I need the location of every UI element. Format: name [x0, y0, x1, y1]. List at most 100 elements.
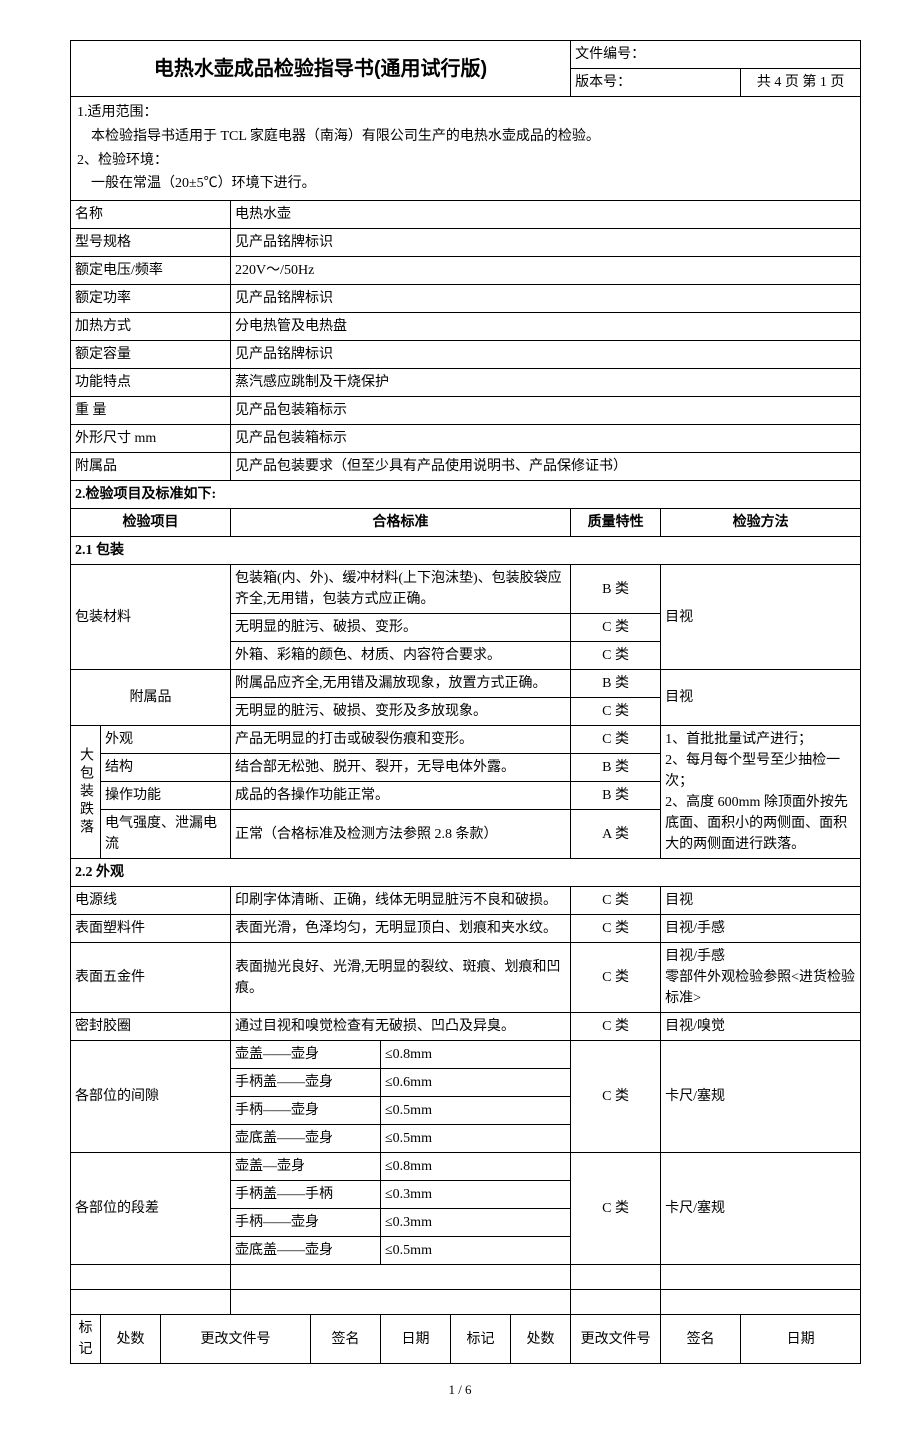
basic-label: 型号规格: [71, 229, 231, 257]
doc-title: 电热水壶成品检验指导书(通用试行版): [71, 41, 571, 97]
acc-label: 附属品: [71, 670, 231, 726]
d-dq: 电气强度、泄漏电流: [101, 810, 231, 859]
r1s: 印刷字体清晰、正确，线体无明显脏污不良和破损。: [231, 887, 571, 915]
env-body: 一般在常温（20±5℃）环境下进行。: [77, 172, 854, 196]
sec2-head: 2.检验项目及标准如下:: [71, 481, 861, 509]
basic-value: 电热水壶: [231, 201, 861, 229]
d-cz: 操作功能: [101, 782, 231, 810]
r2s: 表面光滑，色泽均匀，无明显顶白、划痕和夹水纹。: [231, 915, 571, 943]
basic-value: 见产品铭牌标识: [231, 341, 861, 369]
step-b: ≤0.8mm: [381, 1153, 571, 1181]
basic-label: 额定容量: [71, 341, 231, 369]
d-wg-s: 产品无明显的打击或破裂伤痕和变形。: [231, 726, 571, 754]
document-table: 电热水壶成品检验指导书(通用试行版) 文件编号： 版本号： 共 4 页 第 1 …: [70, 40, 861, 1364]
pm2q: C 类: [571, 614, 661, 642]
scope-head: 1.适用范围：: [77, 101, 854, 125]
basic-label: 重 量: [71, 397, 231, 425]
d-dq-q: A 类: [571, 810, 661, 859]
d-cz-q: B 类: [571, 782, 661, 810]
doc-no-label: 文件编号：: [571, 41, 861, 69]
basic-label: 外形尺寸 mm: [71, 425, 231, 453]
basic-label: 功能特点: [71, 369, 231, 397]
r1q: C 类: [571, 887, 661, 915]
gap-a: 壶底盖——壶身: [231, 1125, 381, 1153]
rev-c9: 签名: [661, 1315, 741, 1364]
rev-c3: 更改文件号: [161, 1315, 311, 1364]
col-item: 检验项目: [71, 509, 231, 537]
basic-value: 见产品包装箱标示: [231, 397, 861, 425]
pm-method: 目视: [661, 565, 861, 670]
s22-head: 2.2 外观: [71, 859, 861, 887]
col-quality: 质量特性: [571, 509, 661, 537]
rev-c8: 更改文件号: [571, 1315, 661, 1364]
r4q: C 类: [571, 1013, 661, 1041]
step-b: ≤0.5mm: [381, 1237, 571, 1265]
gap-b: ≤0.8mm: [381, 1041, 571, 1069]
basic-label: 加热方式: [71, 313, 231, 341]
r4s: 通过目视和嗅觉检查有无破损、凹凸及异臭。: [231, 1013, 571, 1041]
basic-value: 蒸汽感应跳制及干烧保护: [231, 369, 861, 397]
r1m: 目视: [661, 887, 861, 915]
basic-value: 见产品包装要求（但至少具有产品使用说明书、产品保修证书）: [231, 453, 861, 481]
d-wg: 外观: [101, 726, 231, 754]
gap-b: ≤0.6mm: [381, 1069, 571, 1097]
r2l: 表面塑料件: [71, 915, 231, 943]
step-a: 手柄——壶身: [231, 1209, 381, 1237]
d-wg-q: C 类: [571, 726, 661, 754]
step-label: 各部位的段差: [71, 1153, 231, 1265]
basic-label: 附属品: [71, 453, 231, 481]
basic-value: 分电热管及电热盘: [231, 313, 861, 341]
d-cz-s: 成品的各操作功能正常。: [231, 782, 571, 810]
rev-c1: 标记: [71, 1315, 101, 1364]
acc-method: 目视: [661, 670, 861, 726]
step-b: ≤0.3mm: [381, 1209, 571, 1237]
page-number: 1 / 6: [70, 1382, 850, 1398]
drop-label: 大包装跌落: [71, 726, 101, 859]
pm3: 外箱、彩箱的颜色、材质、内容符合要求。: [231, 642, 571, 670]
gap-a: 手柄——壶身: [231, 1097, 381, 1125]
basic-value: 见产品包装箱标示: [231, 425, 861, 453]
pm1: 包装箱(内、外)、缓冲材料(上下泡沫垫)、包装胶袋应齐全,无用错，包装方式应正确…: [231, 565, 571, 614]
gap-m: 卡尺/塞规: [661, 1041, 861, 1153]
basic-label: 额定功率: [71, 285, 231, 313]
r3m: 目视/手感 零部件外观检验参照<进货检验标准>: [661, 943, 861, 1013]
version-label: 版本号：: [571, 69, 741, 97]
col-method: 检验方法: [661, 509, 861, 537]
env-head: 2、检验环境：: [77, 149, 854, 173]
step-a: 壶盖—壶身: [231, 1153, 381, 1181]
step-a: 壶底盖——壶身: [231, 1237, 381, 1265]
acc1q: B 类: [571, 670, 661, 698]
pm2: 无明显的脏污、破损、变形。: [231, 614, 571, 642]
rev-c5: 日期: [381, 1315, 451, 1364]
scope-body: 本检验指导书适用于 TCL 家庭电器（南海）有限公司生产的电热水壶成品的检验。: [77, 125, 854, 149]
pack-mat-label: 包装材料: [71, 565, 231, 670]
d-method: 1、首批批量试产进行； 2、每月每个型号至少抽检一次； 2、高度 600mm 除…: [661, 726, 861, 859]
basic-label: 名称: [71, 201, 231, 229]
basic-value: 220V～/50Hz: [231, 257, 861, 285]
step-m: 卡尺/塞规: [661, 1153, 861, 1265]
gap-b: ≤0.5mm: [381, 1125, 571, 1153]
d-jg: 结构: [101, 754, 231, 782]
r3q: C 类: [571, 943, 661, 1013]
page-info: 共 4 页 第 1 页: [741, 69, 861, 97]
gap-q: C 类: [571, 1041, 661, 1153]
step-a: 手柄盖——手柄: [231, 1181, 381, 1209]
r1l: 电源线: [71, 887, 231, 915]
basic-value: 见产品铭牌标识: [231, 229, 861, 257]
acc2: 无明显的脏污、破损、变形及多放现象。: [231, 698, 571, 726]
r3s: 表面抛光良好、光滑,无明显的裂纹、斑痕、划痕和凹痕。: [231, 943, 571, 1013]
basic-label: 额定电压/频率: [71, 257, 231, 285]
d-jg-s: 结合部无松弛、脱开、裂开，无导电体外露。: [231, 754, 571, 782]
rev-c2: 处数: [101, 1315, 161, 1364]
r2m: 目视/手感: [661, 915, 861, 943]
r4m: 目视/嗅觉: [661, 1013, 861, 1041]
step-q: C 类: [571, 1153, 661, 1265]
basic-value: 见产品铭牌标识: [231, 285, 861, 313]
gap-a: 壶盖——壶身: [231, 1041, 381, 1069]
pm3q: C 类: [571, 642, 661, 670]
d-dq-s: 正常（合格标准及检测方法参照 2.8 条款）: [231, 810, 571, 859]
gap-a: 手柄盖——壶身: [231, 1069, 381, 1097]
gap-label: 各部位的间隙: [71, 1041, 231, 1153]
intro-block: 1.适用范围： 本检验指导书适用于 TCL 家庭电器（南海）有限公司生产的电热水…: [71, 97, 861, 201]
rev-c6: 标记: [451, 1315, 511, 1364]
